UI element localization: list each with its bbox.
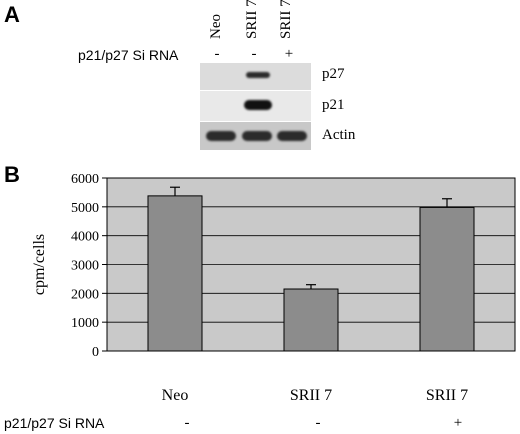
y-tick-label: 6000 xyxy=(71,172,99,187)
y-tick-label: 4000 xyxy=(71,230,99,245)
band-label-actin: Actin xyxy=(322,127,356,143)
band-label-p21: p21 xyxy=(322,97,345,113)
sirna-label-a: p21/p27 Si RNA xyxy=(78,47,179,63)
bar xyxy=(283,288,339,352)
sirna-sign-a-1: - xyxy=(214,46,220,62)
blot-p27 xyxy=(200,63,311,90)
sirna-sign-b-3: + xyxy=(453,415,463,431)
y-tick-label: 2000 xyxy=(71,287,99,302)
category-label: SRII 7 xyxy=(426,387,468,404)
band-label-p27: p27 xyxy=(322,66,345,82)
bar xyxy=(419,206,475,352)
category-label: Neo xyxy=(162,387,189,404)
panel-a-label: A xyxy=(4,2,20,27)
panel-b-label: B xyxy=(4,162,20,187)
blot-p21 xyxy=(200,91,311,121)
y-tick-label: 1000 xyxy=(71,316,99,331)
sirna-sign-b-2: - xyxy=(315,415,321,431)
sirna-sign-a-2: - xyxy=(251,46,257,62)
blot-actin xyxy=(200,122,311,150)
bar xyxy=(147,195,203,352)
sirna-label-b: p21/p27 Si RNA xyxy=(4,415,105,431)
sirna-sign-b-1: - xyxy=(184,415,190,431)
category-label: SRII 7 xyxy=(290,387,332,404)
sirna-sign-a-3: + xyxy=(284,46,294,62)
y-tick-label: 3000 xyxy=(71,259,99,274)
y-tick-label: 0 xyxy=(92,345,99,360)
y-axis-label: cpm/cells xyxy=(31,234,48,295)
y-tick-label: 5000 xyxy=(71,201,99,216)
